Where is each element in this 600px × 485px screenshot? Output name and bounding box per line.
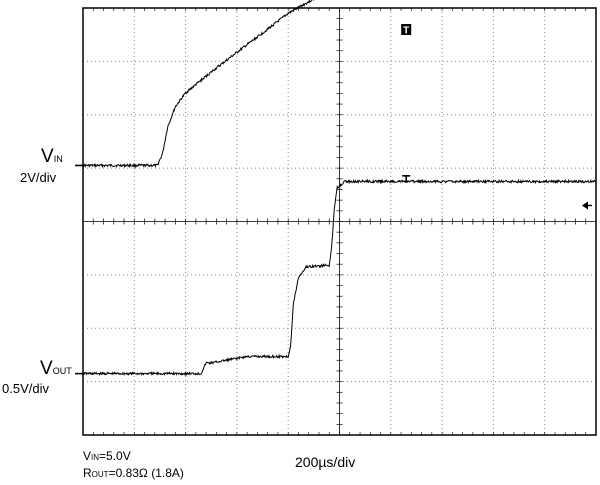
trigger-position-label: T (403, 26, 409, 37)
vout-scale-label: 0.5V/div (2, 381, 49, 396)
plot-frame (82, 7, 597, 436)
graticule-grid (83, 8, 596, 435)
condition-vin: VIN=5.0V (83, 449, 131, 463)
trace-in (82, 0, 315, 169)
trace-layer (82, 0, 597, 377)
marker-layer: T (75, 24, 592, 375)
trigger-level-arrow (582, 201, 588, 210)
condition-rout: ROUT=0.83Ω (1.8A) (83, 466, 184, 480)
timebase-label: 200µs/div (295, 454, 356, 470)
trigger-position-marker (401, 24, 412, 35)
vout-channel-label: VOUT (40, 358, 72, 379)
vin-scale-label: 2V/div (20, 170, 57, 185)
trace-out (82, 178, 597, 377)
trigger-point-marker (402, 175, 411, 183)
vin-channel-label: VIN (41, 146, 63, 167)
